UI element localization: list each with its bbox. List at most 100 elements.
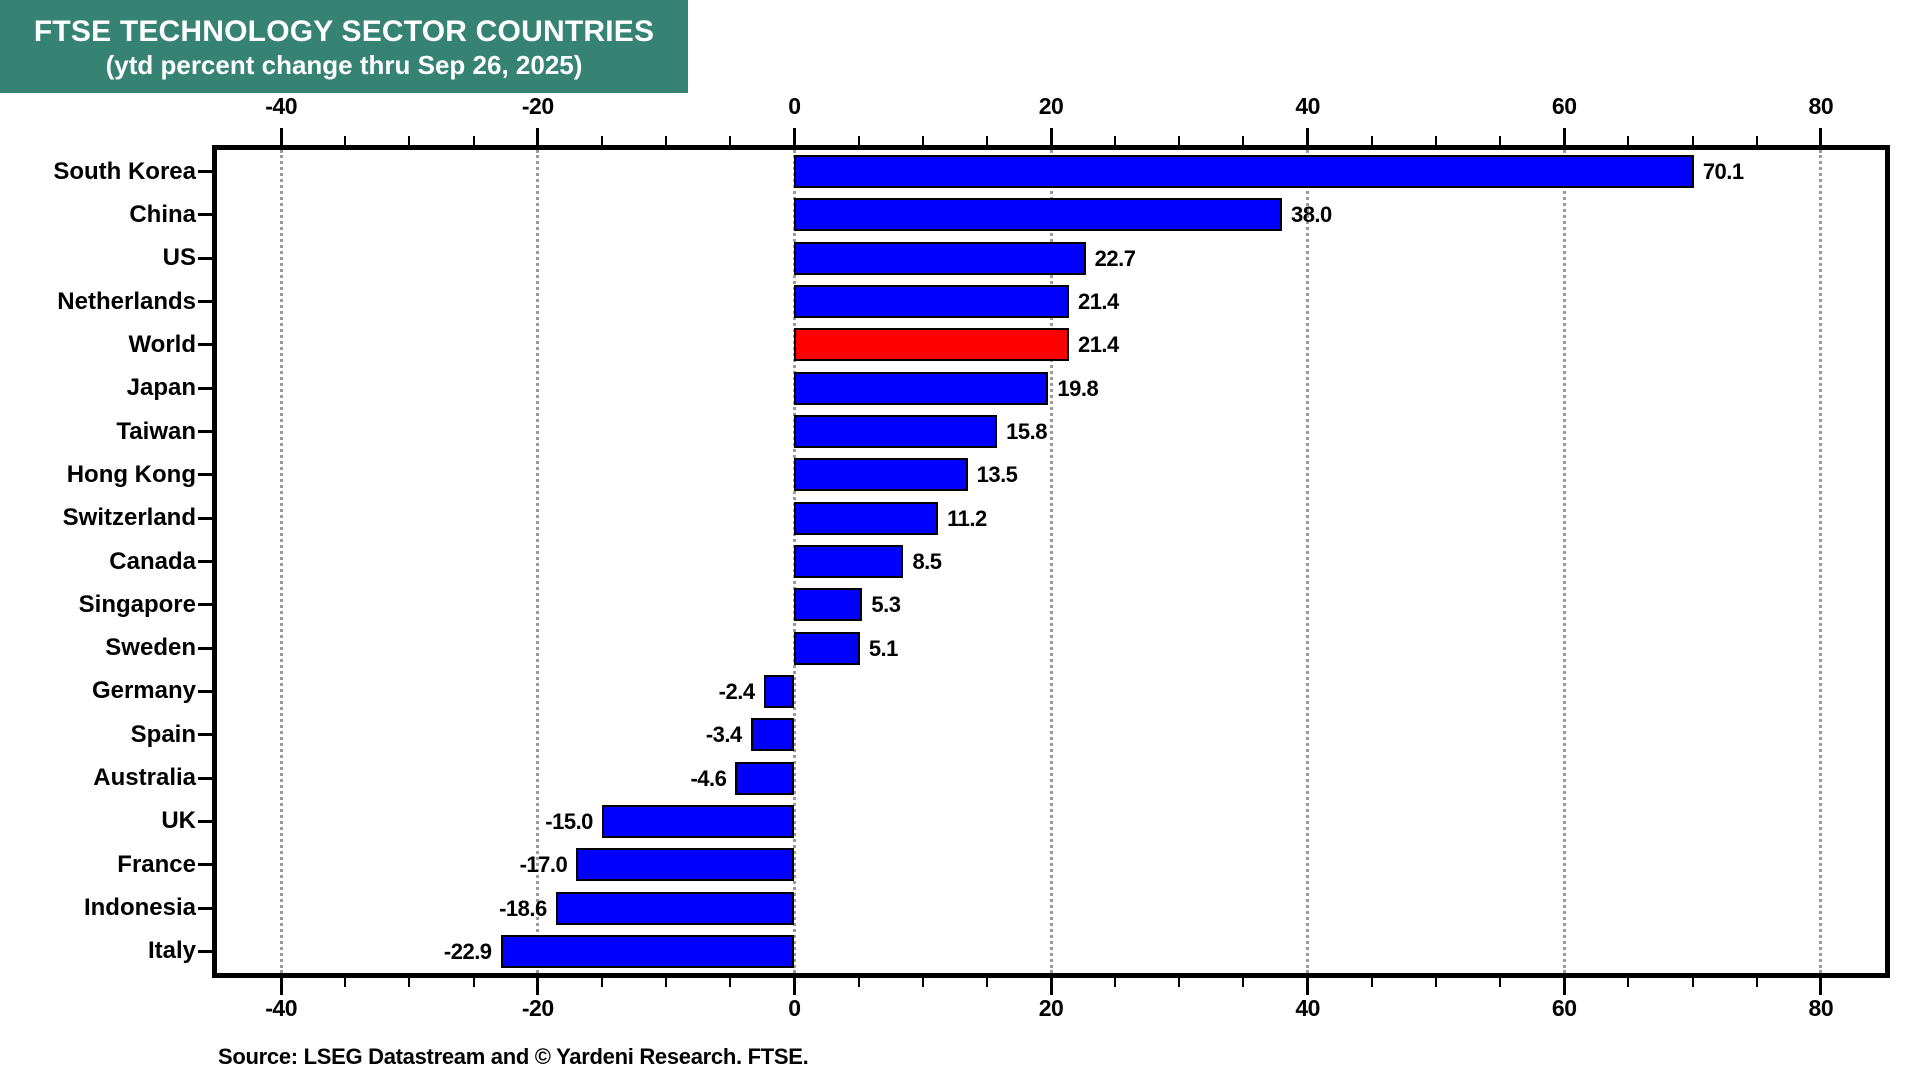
chart-title-box: FTSE TECHNOLOGY SECTOR COUNTRIES (ytd pe… [0, 0, 688, 93]
x-tick-major [1562, 128, 1566, 145]
y-tick [198, 300, 212, 304]
y-axis-label: Japan [126, 374, 196, 402]
y-axis-label: Germany [91, 677, 196, 705]
bar-value-label: 21.4 [1077, 289, 1119, 315]
bar-value-label: 15.8 [1006, 419, 1047, 445]
y-tick [198, 689, 212, 693]
bar [794, 501, 939, 535]
y-axis-label: US [162, 244, 196, 272]
x-tick-major [792, 978, 796, 995]
y-tick [198, 776, 212, 780]
bar [794, 155, 1694, 189]
bar-value-label: 5.3 [871, 592, 901, 618]
x-tick-minor [921, 136, 924, 145]
bar-value-label: 11.2 [947, 505, 987, 531]
bar [794, 588, 863, 622]
y-tick [198, 863, 212, 867]
bar [750, 718, 795, 752]
y-tick [198, 603, 212, 607]
bar-value-label: 70.1 [1702, 159, 1744, 185]
x-tick-minor [1114, 136, 1117, 145]
y-axis-label: France [117, 850, 196, 878]
bar-value-label: 19.8 [1057, 375, 1099, 401]
x-tick-major [1306, 978, 1310, 995]
x-tick-minor [1434, 978, 1437, 987]
y-axis-label: Indonesia [83, 894, 196, 922]
x-tick-major [1562, 978, 1566, 995]
x-tick-label: 60 [1551, 93, 1577, 119]
source-note: Source: LSEG Datastream and © Yardeni Re… [218, 1044, 809, 1069]
x-tick-minor [344, 978, 347, 987]
y-tick [198, 906, 212, 910]
x-tick-major [536, 128, 540, 145]
x-tick-label: -40 [265, 93, 298, 119]
y-tick [198, 516, 212, 520]
y-tick [198, 213, 212, 217]
bar [555, 891, 795, 925]
gridline [536, 150, 540, 973]
y-axis-ticks [198, 150, 212, 973]
bar-value-label: -17.0 [519, 852, 568, 878]
gridline [1819, 150, 1823, 973]
x-tick-minor [985, 978, 988, 987]
y-axis-label: Canada [109, 547, 196, 575]
y-tick [198, 819, 212, 823]
x-tick-major [279, 978, 283, 995]
x-tick-minor [1178, 136, 1181, 145]
y-axis-label: Netherlands [57, 287, 196, 315]
bar [794, 241, 1086, 275]
x-tick-minor [729, 136, 732, 145]
y-axis-label: Italy [147, 937, 196, 965]
x-tick-minor [665, 136, 668, 145]
gridline [1049, 150, 1053, 973]
y-tick [198, 170, 212, 174]
x-tick-major [1819, 128, 1823, 145]
x-axis-bottom-labels: -40 -20 0 20 40 60 80 [217, 994, 1885, 1022]
x-tick-minor [857, 978, 860, 987]
y-axis-label: South Korea [53, 157, 196, 185]
x-tick-major [792, 128, 796, 145]
y-axis-label: Switzerland [62, 504, 196, 532]
x-axis-top-labels: -40 -20 0 20 40 60 80 [217, 90, 1885, 122]
bar [794, 631, 860, 665]
x-tick-minor [1499, 978, 1502, 987]
bar [794, 458, 968, 492]
y-tick [198, 256, 212, 260]
gridline [279, 150, 283, 973]
x-tick-minor [600, 136, 603, 145]
x-tick-minor [1178, 978, 1181, 987]
x-tick-label: 60 [1551, 995, 1577, 1021]
x-tick-label: -20 [521, 93, 554, 119]
bar-value-label: 22.7 [1094, 245, 1136, 271]
x-tick-major [1306, 128, 1310, 145]
y-axis-label: World [128, 330, 196, 358]
bar-value-label: 8.5 [912, 549, 942, 574]
bar-value-label: -18.6 [499, 895, 547, 921]
x-tick-minor [472, 978, 475, 987]
x-tick-minor [600, 978, 603, 987]
x-tick-label: 0 [788, 995, 801, 1021]
y-tick [198, 343, 212, 347]
y-tick [198, 473, 212, 477]
bar-value-label: -2.4 [718, 678, 755, 704]
y-axis-label: Australia [93, 764, 196, 792]
x-tick-label: 20 [1038, 93, 1064, 119]
x-tick-minor [921, 978, 924, 987]
x-tick-minor [1370, 136, 1373, 145]
bar [794, 198, 1282, 232]
x-tick-minor [1627, 978, 1630, 987]
bar [601, 804, 795, 838]
x-tick-label: -40 [265, 995, 298, 1021]
x-tick-minor [344, 136, 347, 145]
bar-value-label: -22.9 [443, 938, 492, 964]
x-tick-label: 40 [1295, 93, 1320, 119]
x-axis-bottom-ticks [217, 978, 1885, 995]
bar [794, 285, 1069, 319]
chart-subtitle: (ytd percent change thru Sep 26, 2025) [105, 49, 583, 80]
x-tick-minor [1755, 978, 1758, 987]
bar [500, 934, 795, 968]
y-tick [198, 646, 212, 650]
x-tick-label: 80 [1808, 995, 1834, 1021]
x-tick-minor [1691, 136, 1694, 145]
x-tick-minor [1242, 136, 1245, 145]
